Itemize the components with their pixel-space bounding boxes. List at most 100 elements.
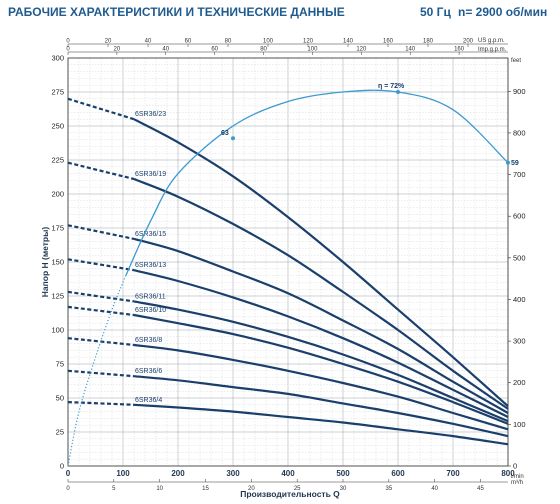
curve-6sr36-10 (133, 313, 509, 425)
y-tick-label: 300 (51, 54, 64, 63)
efficiency-label: 59 (511, 160, 519, 167)
x-axis-ticks: 0 100 200 300 400 500 600 700 800 (66, 469, 515, 478)
feet-tick-label: 400 (513, 295, 526, 304)
x-tick-label: 500 (336, 469, 350, 478)
curve-dashed-6sr36-19 (67, 161, 135, 181)
top-tick-label: 40 (145, 39, 152, 45)
top-tick-label: 180 (423, 39, 434, 45)
top-tick-label: 160 (383, 39, 394, 45)
efficiency-label: η = 72% (378, 83, 405, 90)
m3h-unit: m³/h (511, 480, 523, 486)
imp-gpm-unit: Imp.g.p.m. (478, 47, 507, 53)
curve-label-6sr36-10: 6SR36/10 (135, 307, 166, 314)
y-tick-label: 150 (51, 258, 64, 267)
top-tick-label: 200 (463, 39, 474, 45)
y-tick-label: 200 (51, 190, 64, 199)
y-tick-label: 100 (51, 326, 64, 335)
curve-6sr36-23 (133, 118, 509, 408)
m3h-tick-label: 10 (156, 486, 163, 492)
top-tick-label: 0 (66, 47, 70, 53)
x-tick-label: 400 (281, 469, 295, 478)
y-tick-label: 175 (51, 224, 64, 233)
y-tick-label: 75 (56, 360, 64, 369)
y-tick-label: 0 (60, 462, 64, 471)
curve-label-6sr36-4: 6SR36/4 (135, 397, 162, 404)
top-tick-label: 140 (343, 39, 354, 45)
top-tick-label: 80 (260, 47, 267, 53)
feet-tick-label: 700 (513, 170, 526, 179)
speed-label: n= 2900 об/мин (458, 5, 547, 19)
efficiency-curve-solid (125, 89, 509, 276)
curve-dashed-6sr36-11 (67, 290, 135, 303)
feet-unit: feet (511, 58, 521, 64)
m3h-tick-label: 30 (340, 486, 347, 492)
curve-dashed-6sr36-15 (67, 224, 135, 240)
top-tick-label: 0 (66, 39, 70, 45)
y-tick-label: 25 (56, 428, 64, 437)
curve-label-6sr36-8: 6SR36/8 (135, 337, 162, 344)
curve-6sr36-13 (133, 269, 509, 418)
feet-tick-label: 500 (513, 253, 526, 262)
curve-6sr36-19 (133, 177, 509, 410)
curve-dashed-6sr36-10 (67, 305, 135, 317)
feet-tick-label: 100 (513, 420, 526, 429)
plot-frame (67, 57, 509, 467)
y-tick-label: 275 (51, 88, 64, 97)
m3h-tick-label: 35 (385, 486, 392, 492)
pump-curves: 6SR36/23 6SR36/19 6SR36/15 6SR36/13 6SR36/11… (67, 97, 509, 446)
curve-label-6sr36-6: 6SR36/6 (135, 368, 162, 375)
m3h-axis: 0 5 10 15 20 25 30 35 40 45 m³/h (66, 479, 523, 492)
y-tick-label: 250 (51, 122, 64, 131)
top-tick-label: 60 (185, 39, 192, 45)
top-tick-label: 120 (356, 47, 367, 53)
y-tick-label: 50 (56, 394, 64, 403)
imp-gpm-ticks: 0 20 40 60 80 100 120 140 160 (66, 47, 465, 55)
curve-label-6sr36-23: 6SR36/23 (135, 111, 166, 118)
x-tick-label: 600 (391, 469, 405, 478)
curve-dashed-6sr36-6 (67, 369, 135, 378)
feet-tick-label: 300 (513, 337, 526, 346)
chart-header-title: РАБОЧИЕ ХАРАКТЕРИСТИКИ И ТЕХНИЧЕСКИЕ ДАН… (8, 5, 345, 19)
curve-6sr36-15 (133, 237, 509, 414)
y-axis-ticks: 0 25 50 75 100 125 150 175 200 225 250 275 300 (51, 54, 64, 471)
top-tick-label: 160 (454, 47, 465, 53)
m3h-tick-label: 40 (431, 486, 438, 492)
curve-dashed-6sr36-13 (67, 258, 135, 272)
y-axis-label: Напор H (метры) (40, 227, 50, 298)
curve-6sr36-8 (133, 343, 509, 431)
efficiency-point (506, 160, 510, 165)
x-tick-label: 100 (116, 469, 130, 478)
efficiency-curve: 63 η = 72% 59 (67, 83, 519, 467)
x-tick-label: 200 (171, 469, 185, 478)
top-tick-label: 20 (105, 39, 112, 45)
x-unit: l/min (511, 474, 524, 480)
feet-axis-ticks: 0 100 200 300 400 500 600 700 800 900 (508, 87, 526, 471)
m3h-tick-label: 15 (202, 486, 209, 492)
feet-tick-label: 200 (513, 378, 526, 387)
efficiency-point (396, 90, 400, 94)
frequency-label: 50 Гц (420, 5, 451, 19)
x-tick-label: 700 (446, 469, 460, 478)
x-tick-label: 800 (501, 469, 515, 478)
feet-tick-label: 800 (513, 128, 526, 137)
m3h-tick-label: 0 (66, 486, 70, 492)
chart-grid (67, 57, 509, 467)
y-tick-label: 125 (51, 292, 64, 301)
feet-tick-label: 900 (513, 87, 526, 96)
top-tick-label: 100 (263, 39, 274, 45)
x-tick-label: 300 (226, 469, 240, 478)
top-tick-label: 80 (225, 39, 232, 45)
top-tick-label: 100 (307, 47, 318, 53)
x-axis-label: Производительность Q (240, 489, 340, 499)
m3h-tick-label: 25 (294, 486, 301, 492)
feet-tick-label: 0 (513, 462, 517, 471)
curve-dashed-6sr36-23 (67, 97, 135, 121)
top-tick-label: 60 (211, 47, 218, 53)
curve-label-6sr36-19: 6SR36/19 (135, 171, 166, 178)
efficiency-curve-dotted (67, 275, 127, 467)
top-axes: 0 20 40 60 80 100 120 140 160 180 200 0 20 40 60 80 100… (66, 38, 508, 55)
top-tick-label: 120 (303, 39, 314, 45)
curve-6sr36-4 (133, 403, 509, 446)
top-tick-label: 20 (114, 47, 121, 53)
